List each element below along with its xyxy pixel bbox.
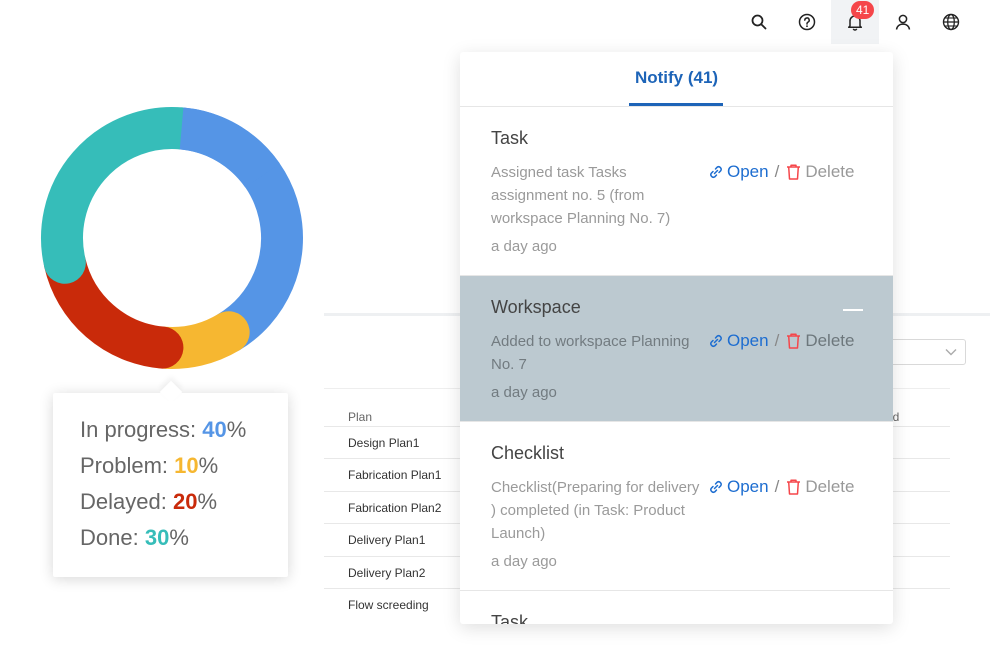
top-bar: 41 — [0, 0, 990, 44]
notification-time: a day ago — [491, 238, 557, 255]
notification-message: Added to workspace Planning No. 7 — [491, 333, 690, 373]
tooltip-value: 30 — [144, 525, 170, 550]
open-label: Open — [727, 331, 769, 350]
action-separator: / — [774, 477, 780, 496]
delete-link[interactable]: Delete — [785, 331, 854, 351]
delete-link[interactable]: Delete — [785, 477, 854, 497]
delete-label: Delete — [805, 331, 855, 350]
delete-label: Delete — [805, 477, 855, 496]
link-icon — [710, 481, 722, 493]
link-icon — [710, 335, 722, 347]
tooltip-suffix: % — [169, 525, 189, 550]
open-link[interactable]: Open — [707, 477, 769, 497]
search-icon[interactable] — [735, 0, 783, 44]
notification-actions: Open / Delete — [707, 331, 854, 351]
tooltip-row-in-progress: In progress: 40% — [80, 417, 246, 443]
tooltip-value: 20 — [172, 489, 198, 514]
column-header-plan: Plan — [348, 410, 373, 424]
tooltip-suffix: % — [198, 453, 219, 478]
notification-item[interactable]: Task Assigned task Tasks assignment no. … — [460, 107, 893, 276]
collapse-icon[interactable] — [843, 309, 863, 311]
notification-message: Assigned task Tasks assignment no. 5 (fr… — [491, 164, 671, 227]
globe-icon[interactable] — [927, 0, 975, 44]
status-donut-chart — [41, 107, 303, 369]
notification-title: Workspace — [491, 297, 581, 317]
plan-name: Delivery Plan2 — [348, 566, 426, 580]
action-separator: / — [774, 331, 780, 350]
open-label: Open — [727, 477, 769, 496]
active-tab-indicator — [629, 103, 723, 106]
link-icon — [710, 166, 722, 178]
delete-label: Delete — [805, 162, 855, 181]
trash-icon — [787, 333, 801, 349]
tooltip-row-delayed: Delayed: 20% — [80, 489, 217, 515]
open-link[interactable]: Open — [707, 162, 769, 182]
plan-name: Fabrication Plan1 — [348, 468, 442, 482]
trash-icon — [787, 164, 801, 180]
notification-actions: Open / Delete — [707, 162, 854, 182]
chevron-down-icon — [945, 349, 957, 356]
tooltip-row-problem: Problem: 10% — [80, 453, 218, 479]
notify-tab-bar: Notify (41) — [460, 52, 893, 107]
notification-item-active[interactable]: Workspace Added to workspace Planning No… — [460, 276, 893, 422]
tooltip-label: Problem: — [80, 453, 175, 478]
notify-panel: Notify (41) Task Assigned task Tasks ass… — [460, 52, 893, 624]
user-icon[interactable] — [879, 0, 927, 44]
plan-name: Flow screeding — [348, 598, 429, 612]
notification-actions: Open / Delete — [707, 477, 854, 497]
tooltip-value: 10 — [174, 453, 199, 478]
help-circle-icon[interactable] — [783, 0, 831, 44]
notification-item[interactable]: Checklist Checklist(Preparing for delive… — [460, 422, 893, 591]
plan-name: Fabrication Plan2 — [348, 501, 442, 515]
notification-badge: 41 — [851, 1, 875, 19]
tooltip-suffix: % — [197, 489, 217, 514]
tooltip-suffix: % — [226, 417, 247, 442]
notification-button[interactable]: 41 — [831, 0, 879, 44]
trash-icon — [787, 479, 801, 495]
open-link[interactable]: Open — [707, 331, 769, 351]
tooltip-label: In progress: — [80, 417, 203, 442]
notification-time: a day ago — [491, 553, 557, 570]
open-label: Open — [727, 162, 769, 181]
notification-title: Task — [491, 612, 529, 624]
tooltip-label: Delayed: — [80, 489, 173, 514]
slice-in-progress-overlap — [179, 107, 280, 189]
plan-name: Delivery Plan1 — [348, 533, 426, 547]
notify-tab[interactable]: Notify (41) — [634, 68, 719, 87]
action-separator: / — [774, 162, 780, 181]
delete-link[interactable]: Delete — [785, 162, 854, 182]
notification-message: Checklist(Preparing for delivery ) compl… — [491, 479, 700, 542]
notification-title: Checklist — [491, 443, 565, 463]
notification-item[interactable]: Task — [460, 591, 893, 624]
chart-tooltip: In progress: 40% Problem: 10% Delayed: 2… — [53, 393, 288, 577]
tooltip-label: Done: — [80, 525, 145, 550]
plan-name: Design Plan1 — [348, 436, 420, 450]
notification-time: a day ago — [491, 384, 557, 401]
tooltip-value: 40 — [202, 417, 227, 442]
notification-title: Task — [491, 128, 529, 148]
slice-done[interactable] — [41, 107, 203, 284]
tooltip-row-done: Done: 30% — [80, 525, 189, 551]
